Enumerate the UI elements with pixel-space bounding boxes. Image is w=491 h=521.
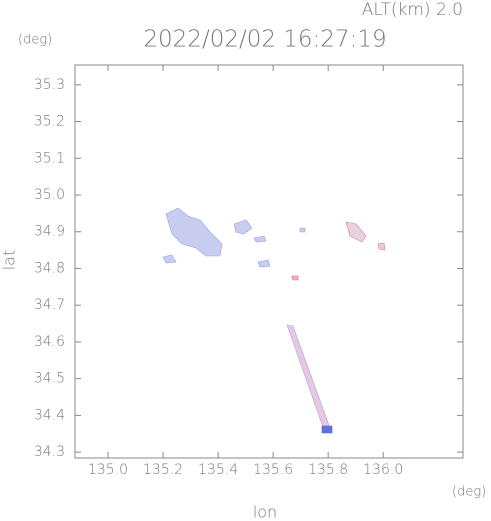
altitude-label: ALT(km) 2.0: [362, 0, 463, 20]
y-tick-label: 35.0: [34, 187, 65, 203]
x-tick-label: 135.0: [88, 462, 128, 478]
y-axis-title: lat: [0, 250, 19, 271]
y-tick-label: 35.2: [34, 114, 65, 130]
y-tick-label: 34.8: [34, 260, 65, 276]
x-tick-label: 135.2: [143, 462, 183, 478]
y-tick-label: 34.4: [34, 407, 65, 423]
y-tick-label: 35.3: [34, 77, 65, 93]
y-tick-label: 35.1: [34, 150, 65, 166]
x-unit: (deg): [452, 485, 486, 500]
echo-blobs: [162, 207, 386, 434]
y-unit: (deg): [18, 33, 52, 48]
y-tick-label: 34.3: [34, 444, 65, 460]
plot-frame: [74, 64, 464, 459]
y-tick-label: 34.9: [34, 224, 65, 240]
y-tick-label: 34.5: [34, 371, 65, 387]
chart-title: 2022/02/02 16:27:19: [143, 27, 386, 53]
x-axis-title: lon: [253, 503, 277, 521]
y-tick-label: 34.6: [34, 334, 65, 350]
x-tick-label: 135.8: [308, 462, 348, 478]
x-tick-label: 136.0: [363, 462, 403, 478]
x-tick-label: 135.6: [253, 462, 293, 478]
y-tick-label: 34.7: [34, 297, 65, 313]
x-tick-label: 135.4: [198, 462, 238, 478]
